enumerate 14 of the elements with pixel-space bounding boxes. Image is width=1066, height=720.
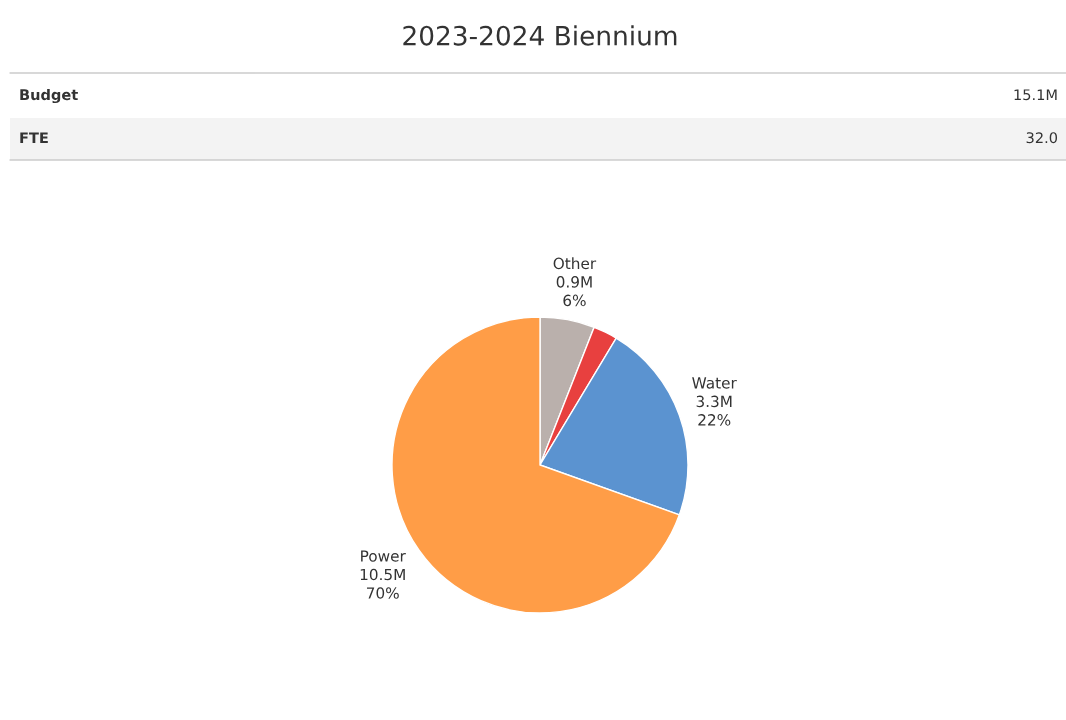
chart-title: 2023-2024 Biennium [403,25,677,46]
slice-label: Water [692,377,737,389]
data-label: 3.3M [696,395,732,408]
data-label: 0.9M [556,276,592,288]
text: 6% [563,294,586,307]
text: 15.1M [1014,89,1057,101]
text: 32.0 [1026,132,1058,144]
slice-label: Power [361,550,406,562]
text: FTE [20,132,48,144]
text: Budget [20,88,78,104]
data-label: 10.5M [360,568,405,581]
slice-label: Other [553,257,597,270]
text: 22% [698,414,731,426]
text: 70% [366,587,399,599]
